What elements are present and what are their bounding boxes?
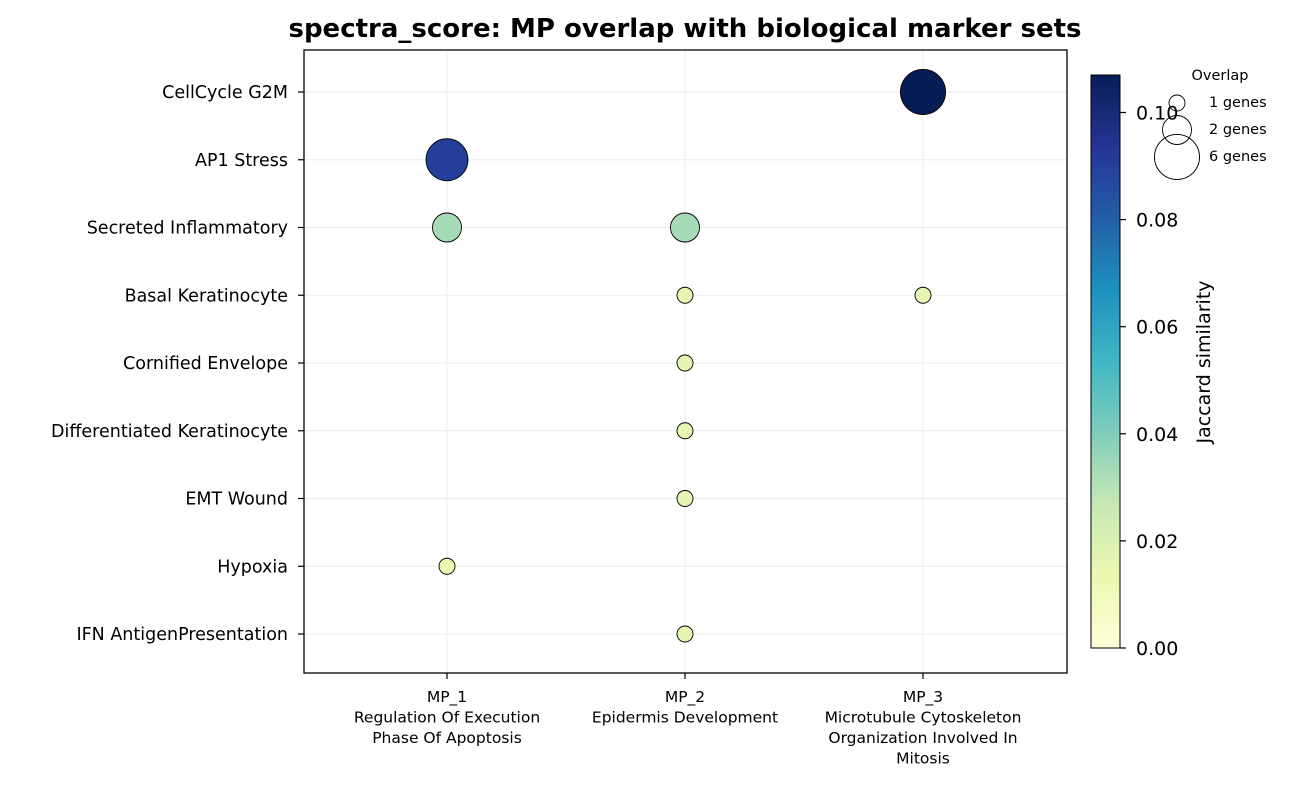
size-legend-title: Overlap	[1192, 68, 1249, 84]
y-tick-label: AP1 Stress	[195, 151, 288, 171]
size-legend-label: 2 genes	[1209, 122, 1267, 138]
data-point	[900, 69, 946, 115]
colorbar-tick-label: 0.04	[1136, 424, 1178, 446]
colorbar-tick-label: 0.06	[1136, 317, 1178, 339]
data-point	[914, 286, 932, 304]
data-point	[438, 557, 456, 575]
size-legend-marker	[1162, 115, 1192, 145]
size-legend: Overlap 1 genes 2 genes 6 genes	[1154, 68, 1267, 180]
data-point	[676, 422, 694, 440]
y-tick-label: Basal Keratinocyte	[125, 286, 288, 306]
colorbar-tick-label: 0.08	[1136, 210, 1178, 232]
y-tick-label: Differentiated Keratinocyte	[51, 422, 288, 442]
data-point	[676, 354, 694, 372]
x-axis: MP_1 Regulation Of Execution Phase Of Apop…	[354, 673, 1022, 768]
chart-title: spectra_score: MP overlap with biologica…	[288, 14, 1081, 44]
size-legend-marker	[1154, 134, 1200, 180]
size-legend-label: 6 genes	[1209, 149, 1267, 165]
x-tick-label: MP_3 Microtubule Cytoskeleton Organization…	[825, 688, 1022, 768]
data-point	[676, 625, 694, 643]
y-tick-label: Secreted Inflammatory	[87, 219, 288, 239]
y-tick-label: Cornified Envelope	[123, 354, 288, 374]
colorbar-tick-label: 0.10	[1136, 102, 1178, 124]
colorbar-label: Jaccard similarity	[1193, 280, 1215, 444]
x-tick-label: MP_1 Regulation Of Execution Phase Of Apop…	[354, 688, 540, 747]
y-tick-label: IFN AntigenPresentation	[76, 625, 288, 645]
data-point	[432, 212, 462, 243]
size-legend-entries: 1 genes 2 genes 6 genes	[1154, 94, 1267, 180]
colorbar: 0.00 0.02 0.04 0.06 0.08 0.10 Jaccard similar…	[1090, 74, 1215, 660]
y-axis: CellCycle G2M AP1 Stress Secreted Inflamma…	[51, 83, 304, 645]
y-tick-label: Hypoxia	[217, 557, 288, 577]
data-point	[670, 212, 700, 243]
colorbar-tick-label: 0.00	[1136, 638, 1178, 660]
data-point	[676, 286, 694, 304]
colorbar-ticks: 0.00 0.02 0.04 0.06 0.08 0.10	[1120, 102, 1178, 660]
data-point	[676, 490, 694, 507]
y-tick-label: CellCycle G2M	[162, 83, 288, 103]
colorbar-tick-label: 0.02	[1136, 531, 1178, 553]
size-legend-marker	[1168, 94, 1186, 112]
data-points	[425, 69, 946, 643]
data-point	[425, 138, 469, 182]
y-tick-label: EMT Wound	[185, 490, 288, 510]
size-legend-label: 1 genes	[1209, 95, 1267, 111]
colorbar-gradient	[1090, 74, 1121, 649]
x-tick-label: MP_2 Epidermis Development	[592, 688, 778, 727]
